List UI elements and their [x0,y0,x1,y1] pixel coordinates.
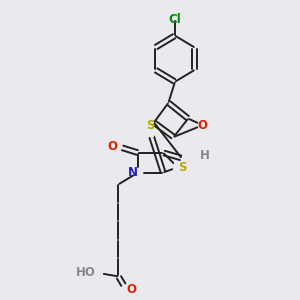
Text: N: N [128,166,138,179]
Text: S: S [146,119,154,132]
Text: H: H [200,149,210,162]
FancyBboxPatch shape [113,141,121,151]
Text: S: S [178,161,186,174]
FancyBboxPatch shape [196,151,204,161]
FancyBboxPatch shape [123,285,130,295]
FancyBboxPatch shape [174,162,181,172]
FancyBboxPatch shape [169,8,181,18]
Text: O: O [107,140,117,153]
Text: O: O [126,283,136,296]
FancyBboxPatch shape [134,167,142,178]
FancyBboxPatch shape [91,268,102,278]
FancyBboxPatch shape [199,120,206,130]
Text: O: O [198,118,208,132]
FancyBboxPatch shape [146,127,154,137]
Text: Cl: Cl [169,13,182,26]
Text: HO: HO [76,266,96,279]
